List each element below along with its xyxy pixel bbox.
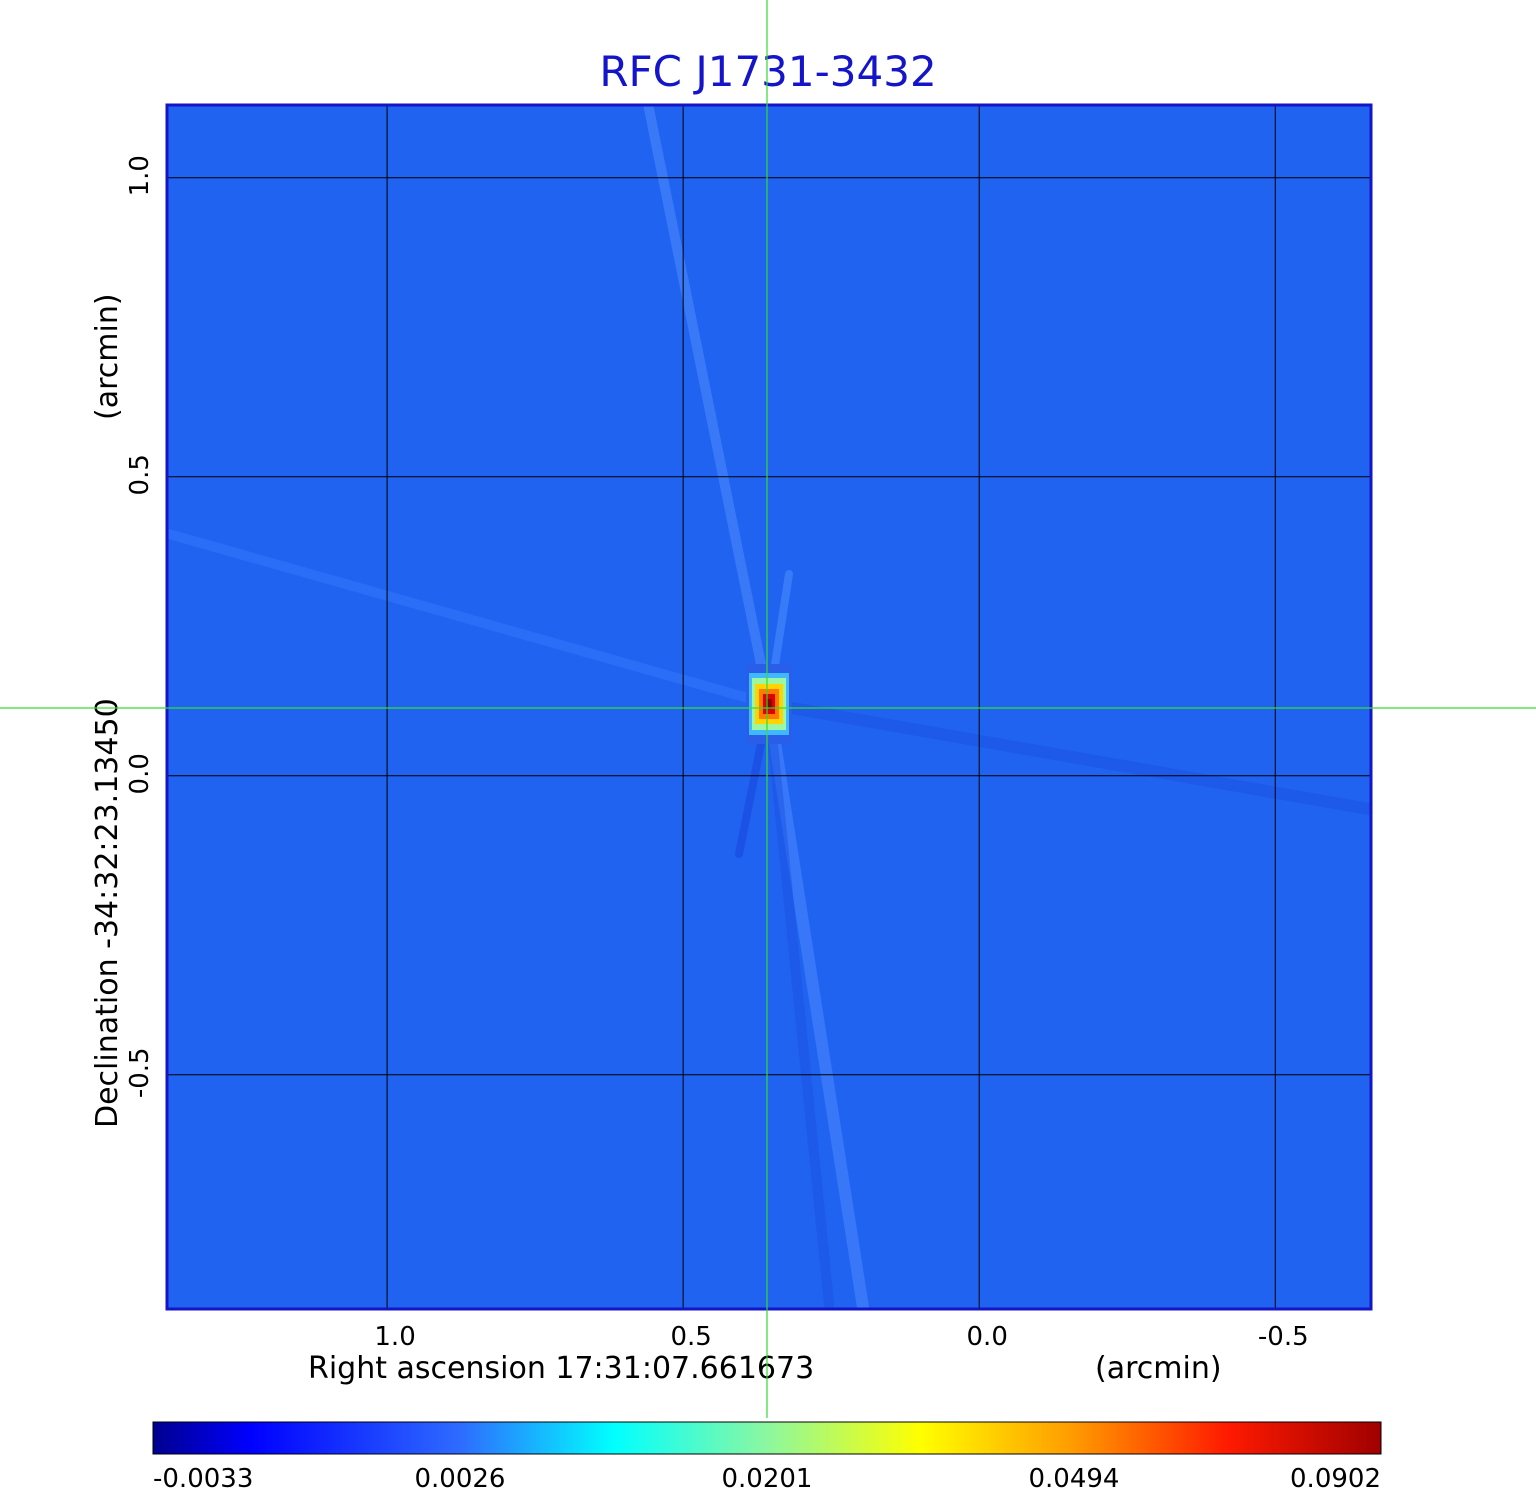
x-tick-label: 1.0 (374, 1322, 415, 1352)
x-tick-label: 0.5 (670, 1322, 711, 1352)
image-area (168, 106, 1370, 1308)
sidelobe-streak (643, 106, 774, 710)
x-axis-unit: (arcmin) (1095, 1351, 1222, 1386)
colorbar-tick-label: 0.0201 (722, 1464, 813, 1494)
y-tick-labels: 1.0 0.5 0.0 -0.5 (125, 155, 155, 1098)
sidelobe-streaks (168, 106, 1370, 1308)
y-tick-label: -0.5 (125, 1047, 155, 1098)
chart-title: RFC J1731-3432 (599, 47, 936, 96)
coordinate-grid (168, 106, 1370, 1308)
sidelobe-streak (764, 699, 834, 1308)
sidelobe-streak (763, 698, 870, 1308)
y-tick-label: 1.0 (125, 155, 155, 196)
source-blob (746, 664, 792, 745)
colorbar-tick-label: 0.0494 (1029, 1464, 1120, 1494)
colorbar-tick-label: 0.0902 (1290, 1464, 1381, 1494)
colorbar-tick-label: -0.0033 (153, 1464, 253, 1494)
y-axis-unit: (arcmin) (90, 293, 125, 420)
sidelobe-streak (763, 698, 1370, 816)
y-tick-label: 0.5 (125, 454, 155, 495)
x-tick-labels: 1.0 0.5 0.0 -0.5 (374, 1322, 1308, 1352)
source-contour-level (766, 699, 772, 710)
colorbar-tick-label: 0.0026 (415, 1464, 506, 1494)
sidelobe-streak (168, 529, 774, 710)
x-tick-label: -0.5 (1258, 1322, 1309, 1352)
colorbar-tick-labels: -0.0033 0.0026 0.0201 0.0494 0.0902 (153, 1464, 1381, 1494)
y-tick-label: 0.0 (125, 753, 155, 794)
x-tick-label: 0.0 (967, 1322, 1008, 1352)
colorbar (152, 1421, 1382, 1455)
plot-frame (165, 103, 1373, 1311)
x-axis-label: Right ascension 17:31:07.661673 (308, 1351, 814, 1386)
y-axis-label: Declination -34:32:23.13450 (90, 698, 125, 1128)
